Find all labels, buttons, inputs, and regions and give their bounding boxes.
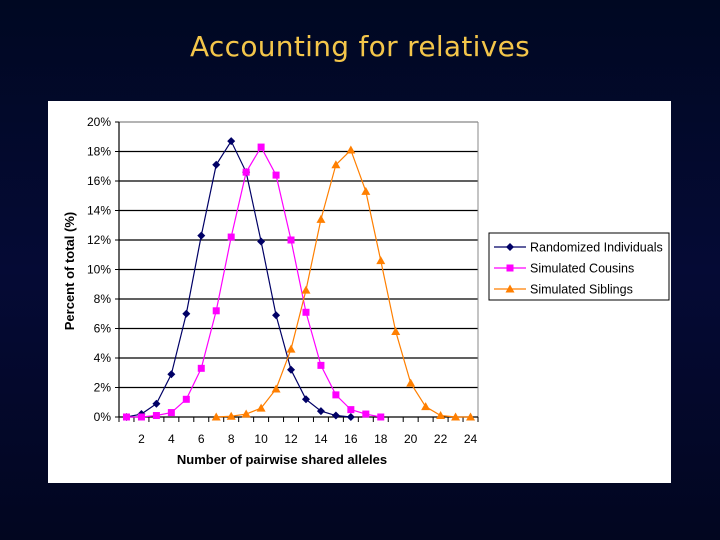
square-marker-icon <box>197 364 205 372</box>
diamond-marker-icon <box>257 237 266 246</box>
chart-legend: Randomized Individuals Simulated Cousins S… <box>488 232 670 301</box>
triangle-marker-icon <box>271 384 281 393</box>
square-marker-icon <box>347 406 355 414</box>
y-tick-label: 14% <box>87 204 111 218</box>
series-simulated-siblings <box>211 145 476 421</box>
y-tick-label: 0% <box>94 410 112 424</box>
axes <box>115 121 479 422</box>
x-axis-tick-labels: 2 4 6 8 10 12 14 16 18 20 22 24 <box>138 432 477 446</box>
y-axis-tick-labels: 0% 2% 4% 6% 8% 10% 12% 14% 16% 18% 20% <box>87 115 111 424</box>
square-marker-icon <box>242 168 250 176</box>
y-tick-label: 2% <box>94 381 112 395</box>
chart-panel: 0% 2% 4% 6% 8% 10% 12% 14% 16% 18% 20% 2 4 6 8 10 12 14 1… <box>48 101 671 483</box>
x-tick-label: 2 <box>138 432 145 446</box>
triangle-marker-icon <box>256 403 266 412</box>
x-tick-label: 8 <box>228 432 235 446</box>
triangle-marker-icon <box>406 378 416 387</box>
diamond-marker-icon <box>331 411 340 420</box>
triangle-marker-icon <box>346 145 356 154</box>
data-series <box>122 137 476 421</box>
x-tick-label: 12 <box>284 432 298 446</box>
square-marker-icon <box>377 413 385 421</box>
y-tick-label: 4% <box>94 351 112 365</box>
slide-title: Accounting for relatives <box>189 30 531 63</box>
square-marker-icon <box>362 410 370 418</box>
square-marker-icon <box>506 264 514 272</box>
diamond-marker-icon <box>316 407 325 416</box>
square-marker-icon <box>332 391 340 399</box>
line-chart: 0%2%4%6%8%10%12%14%16%18%20% 2 4 6 8 10 12 14 1… <box>62 115 670 467</box>
diamond-marker-icon <box>346 413 355 421</box>
square-marker-icon <box>272 171 280 179</box>
x-tick-label: 18 <box>374 432 388 446</box>
square-marker-icon <box>257 143 265 151</box>
y-tick-label: 6% <box>94 322 112 336</box>
square-marker-icon <box>167 409 175 417</box>
square-marker-icon <box>182 395 190 403</box>
y-tick-label: 16% <box>87 174 111 188</box>
square-marker-icon <box>287 236 295 244</box>
x-tick-label: 14 <box>314 432 328 446</box>
y-tick-label: 8% <box>94 292 112 306</box>
square-marker-icon <box>302 308 310 316</box>
square-marker-icon <box>212 307 220 315</box>
diamond-marker-icon <box>197 231 206 240</box>
triangle-marker-icon <box>466 412 476 421</box>
y-tick-label: 18% <box>87 145 111 159</box>
gridlines <box>119 121 478 389</box>
triangle-marker-icon <box>421 402 431 411</box>
diamond-marker-icon <box>182 309 191 318</box>
square-marker-icon <box>152 412 160 420</box>
square-marker-icon <box>317 361 325 369</box>
triangle-marker-icon <box>241 409 251 418</box>
x-tick-label: 22 <box>434 432 448 446</box>
legend-item: Randomized Individuals <box>494 241 663 255</box>
diamond-marker-icon <box>152 399 161 408</box>
triangle-marker-icon <box>331 160 341 169</box>
triangle-marker-icon <box>376 256 386 265</box>
diamond-marker-icon <box>272 311 281 320</box>
triangle-marker-icon <box>316 214 326 223</box>
x-tick-label: 20 <box>404 432 418 446</box>
diamond-marker-icon <box>212 160 221 169</box>
legend-label: Randomized Individuals <box>530 241 663 255</box>
x-tick-label: 24 <box>464 432 478 446</box>
y-tick-label: 10% <box>87 263 111 277</box>
x-tick-label: 16 <box>344 432 358 446</box>
x-axis-label: Number of pairwise shared alleles <box>177 452 387 467</box>
y-tick-label: 12% <box>87 233 111 247</box>
triangle-marker-icon <box>391 326 401 335</box>
y-tick-label: 20% <box>87 115 111 129</box>
triangle-marker-icon <box>436 411 446 420</box>
y-axis-label: Percent of total (%) <box>62 212 77 330</box>
triangle-marker-icon <box>286 344 296 353</box>
diamond-marker-icon <box>506 243 514 251</box>
x-tick-label: 6 <box>198 432 205 446</box>
diamond-marker-icon <box>167 370 176 379</box>
triangle-marker-icon <box>361 186 371 195</box>
x-tick-label: 4 <box>168 432 175 446</box>
series-simulated-cousins <box>122 143 385 421</box>
diamond-marker-icon <box>287 365 296 374</box>
x-tick-label: 10 <box>254 432 268 446</box>
diamond-marker-icon <box>301 395 310 404</box>
square-marker-icon <box>122 413 130 421</box>
legend-label: Simulated Cousins <box>530 262 634 276</box>
legend-item: Simulated Siblings <box>494 283 633 297</box>
triangle-marker-icon <box>301 285 311 294</box>
legend-item: Simulated Cousins <box>494 262 634 276</box>
triangle-marker-icon <box>451 412 461 421</box>
legend-label: Simulated Siblings <box>530 283 633 297</box>
square-marker-icon <box>227 233 235 241</box>
triangle-marker-icon <box>226 411 236 420</box>
triangle-marker-icon <box>505 284 515 293</box>
series-randomized-individuals <box>122 137 355 421</box>
square-marker-icon <box>137 413 145 421</box>
triangle-marker-icon <box>211 412 221 421</box>
diamond-marker-icon <box>227 137 236 146</box>
